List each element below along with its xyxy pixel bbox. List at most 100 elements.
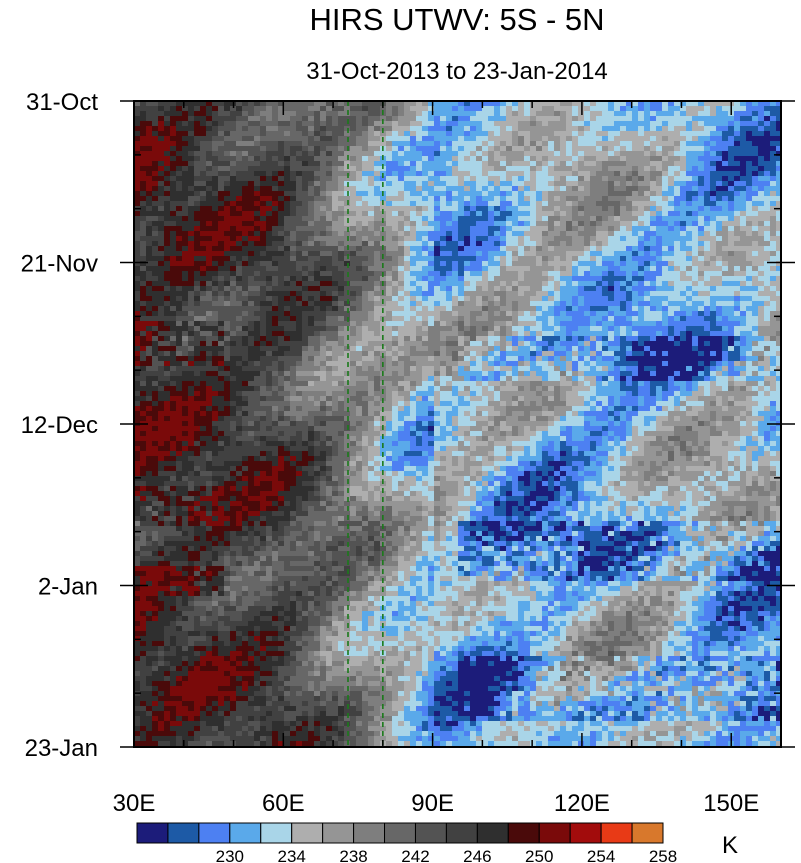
heatmap-cell bbox=[428, 196, 435, 202]
heatmap-cell bbox=[764, 281, 771, 287]
heatmap-cell bbox=[770, 271, 777, 277]
heatmap-cell bbox=[386, 236, 393, 242]
heatmap-cell bbox=[248, 166, 255, 172]
heatmap-cell bbox=[566, 306, 573, 312]
heatmap-cell bbox=[248, 236, 255, 242]
heatmap-cell bbox=[602, 276, 609, 282]
heatmap-cell bbox=[470, 246, 477, 252]
heatmap-cell bbox=[644, 206, 651, 212]
heatmap-cell bbox=[386, 196, 393, 202]
heatmap-cell bbox=[338, 146, 345, 152]
heatmap-cell bbox=[500, 256, 507, 262]
heatmap-cell bbox=[134, 166, 141, 172]
heatmap-cell bbox=[134, 116, 141, 122]
heatmap-cell bbox=[560, 136, 567, 142]
heatmap-cell bbox=[332, 136, 339, 142]
heatmap-cell bbox=[134, 136, 141, 142]
heatmap-cell bbox=[716, 136, 723, 142]
heatmap-cell bbox=[638, 151, 645, 157]
heatmap-cell bbox=[284, 251, 291, 257]
heatmap-cell bbox=[638, 181, 645, 187]
heatmap-cell bbox=[272, 276, 279, 282]
heatmap-cell bbox=[482, 311, 489, 317]
heatmap-cell bbox=[410, 161, 417, 167]
heatmap-cell bbox=[314, 206, 321, 212]
heatmap-cell bbox=[194, 321, 201, 327]
heatmap-cell bbox=[764, 326, 771, 332]
heatmap-cell bbox=[662, 216, 669, 222]
heatmap-cell bbox=[506, 151, 513, 157]
heatmap-cell bbox=[188, 176, 195, 182]
heatmap-cell bbox=[212, 266, 219, 272]
heatmap-cell bbox=[290, 241, 297, 247]
heatmap-cell bbox=[200, 176, 207, 182]
heatmap-cell bbox=[656, 251, 663, 257]
heatmap-cell bbox=[362, 266, 369, 272]
heatmap-cell bbox=[722, 131, 729, 137]
heatmap-cell bbox=[290, 141, 297, 147]
heatmap-cell bbox=[206, 176, 213, 182]
heatmap-cell bbox=[212, 211, 219, 217]
heatmap-cell bbox=[374, 241, 381, 247]
heatmap-cell bbox=[464, 116, 471, 122]
heatmap-cell bbox=[764, 251, 771, 257]
heatmap-cell bbox=[470, 211, 477, 217]
heatmap-cell bbox=[590, 276, 597, 282]
heatmap-cell bbox=[746, 251, 753, 257]
heatmap-cell bbox=[722, 176, 729, 182]
heatmap-cell bbox=[746, 121, 753, 127]
heatmap-cell bbox=[266, 116, 273, 122]
heatmap-cell bbox=[566, 116, 573, 122]
heatmap-cell bbox=[626, 171, 633, 177]
heatmap-cell bbox=[272, 316, 279, 322]
heatmap-cell bbox=[482, 206, 489, 212]
heatmap-cell bbox=[260, 291, 267, 297]
heatmap-cell bbox=[506, 211, 513, 217]
heatmap-cell bbox=[470, 226, 477, 232]
heatmap-cell bbox=[632, 156, 639, 162]
heatmap-cell bbox=[422, 251, 429, 257]
heatmap-cell bbox=[386, 321, 393, 327]
heatmap-cell bbox=[476, 231, 483, 237]
heatmap-cell bbox=[452, 251, 459, 257]
heatmap-cell bbox=[488, 276, 495, 282]
heatmap-cell bbox=[476, 306, 483, 312]
heatmap-cell bbox=[212, 296, 219, 302]
heatmap-cell bbox=[524, 311, 531, 317]
heatmap-cell bbox=[218, 191, 225, 197]
heatmap-cell bbox=[188, 276, 195, 282]
heatmap-cell bbox=[620, 161, 627, 167]
heatmap-cell bbox=[278, 251, 285, 257]
heatmap-cell bbox=[518, 181, 525, 187]
heatmap-cell bbox=[482, 126, 489, 132]
heatmap-cell bbox=[608, 201, 615, 207]
heatmap-cell bbox=[434, 326, 441, 332]
heatmap-cell bbox=[404, 111, 411, 117]
heatmap-cell bbox=[530, 101, 537, 107]
heatmap-cell bbox=[626, 196, 633, 202]
heatmap-cell bbox=[584, 116, 591, 122]
heatmap-cell bbox=[650, 261, 657, 267]
heatmap-cell bbox=[626, 106, 633, 112]
heatmap-cell bbox=[518, 171, 525, 177]
heatmap-cell bbox=[482, 251, 489, 257]
heatmap-cell bbox=[602, 176, 609, 182]
heatmap-cell bbox=[590, 226, 597, 232]
heatmap-cell bbox=[482, 241, 489, 247]
heatmap-cell bbox=[626, 186, 633, 192]
heatmap-cell bbox=[644, 286, 651, 292]
heatmap-cell bbox=[758, 251, 765, 257]
heatmap-cell bbox=[758, 241, 765, 247]
heatmap-cell bbox=[176, 116, 183, 122]
heatmap-cell bbox=[596, 116, 603, 122]
heatmap-cell bbox=[422, 256, 429, 262]
heatmap-cell bbox=[578, 141, 585, 147]
heatmap-cell bbox=[434, 106, 441, 112]
heatmap-cell bbox=[302, 151, 309, 157]
heatmap-cell bbox=[368, 251, 375, 257]
heatmap-cell bbox=[194, 281, 201, 287]
heatmap-cell bbox=[518, 296, 525, 302]
heatmap-cell bbox=[704, 166, 711, 172]
heatmap-cell bbox=[368, 231, 375, 237]
heatmap-cell bbox=[392, 201, 399, 207]
